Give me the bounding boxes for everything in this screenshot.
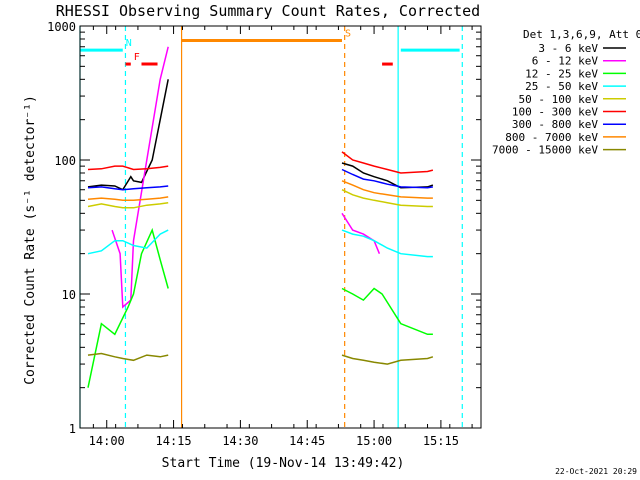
- plot-area: NF S: [79, 25, 482, 429]
- x-tick-label-2: 14:30: [222, 434, 258, 448]
- y-axis-label: Corrected Count Rate (s⁻¹ detector⁻¹): [23, 95, 38, 385]
- x-tick-label-1: 14:15: [156, 434, 192, 448]
- series-2-line-0: [87, 227, 169, 388]
- y-axis: 1 10 100 1000: [47, 20, 481, 436]
- series-6-line-0: [87, 185, 169, 191]
- series-7-line-0: [87, 196, 169, 202]
- x-tick-label-3: 14:45: [289, 434, 325, 448]
- legend-entry-6: 300 - 800 keV: [512, 118, 598, 131]
- legend-entry-8: 7000 - 15000 keV: [492, 144, 598, 157]
- legend-entry-7: 800 - 7000 keV: [505, 131, 598, 144]
- series-1-line-1: [341, 212, 381, 254]
- legend-entry-2: 12 - 25 keV: [525, 67, 598, 80]
- legend-entry-5: 100 - 300 keV: [512, 106, 598, 119]
- series-0-line-0: [87, 79, 169, 191]
- flag-n-label: N: [126, 38, 132, 49]
- chart-title: RHESSI Observing Summary Count Rates, Co…: [56, 2, 480, 20]
- series-8-line-0: [87, 352, 169, 362]
- y-tick-label-1: 10: [62, 288, 76, 302]
- x-axis: 14:00 14:15 14:30 14:45 15:00 15:15: [89, 26, 473, 448]
- x-tick-label-4: 15:00: [356, 434, 392, 448]
- flag-f-label: F: [134, 52, 140, 63]
- series-6-line-1: [341, 168, 434, 189]
- legend-entry-3: 25 - 50 keV: [525, 80, 598, 93]
- series-5-line-1: [341, 151, 434, 174]
- legend-entry-0: 3 - 6 keV: [538, 42, 598, 55]
- series-7-line-1: [341, 180, 433, 199]
- series-1-line-0: [111, 46, 169, 309]
- flag-s-label: S: [345, 28, 351, 39]
- footer-date: 22-Oct-2021 20:29: [555, 467, 637, 476]
- series-8-line-1: [341, 354, 434, 365]
- series-4-line-0: [87, 201, 169, 209]
- y-tick-label-3: 1000: [47, 20, 76, 34]
- x-tick-label-0: 14:00: [89, 434, 125, 448]
- plot-frame: [79, 25, 482, 429]
- series-3-line-1: [341, 229, 433, 258]
- legend-header: Det 1,3,6,9, Att 0: [523, 28, 640, 41]
- y-tick-label-0: 1: [69, 422, 76, 436]
- x-axis-label: Start Time (19-Nov-14 13:49:42): [162, 456, 405, 471]
- legend-entry-4: 50 - 100 keV: [519, 93, 599, 106]
- series-2-line-1: [341, 287, 433, 336]
- series-3-line-0: [87, 229, 169, 255]
- x-tick-label-5: 15:15: [423, 434, 459, 448]
- legend-entry-1: 6 - 12 keV: [532, 55, 599, 68]
- y-tick-label-2: 100: [54, 154, 76, 168]
- series-4-line-1: [341, 189, 433, 208]
- series-5-line-0: [87, 165, 169, 171]
